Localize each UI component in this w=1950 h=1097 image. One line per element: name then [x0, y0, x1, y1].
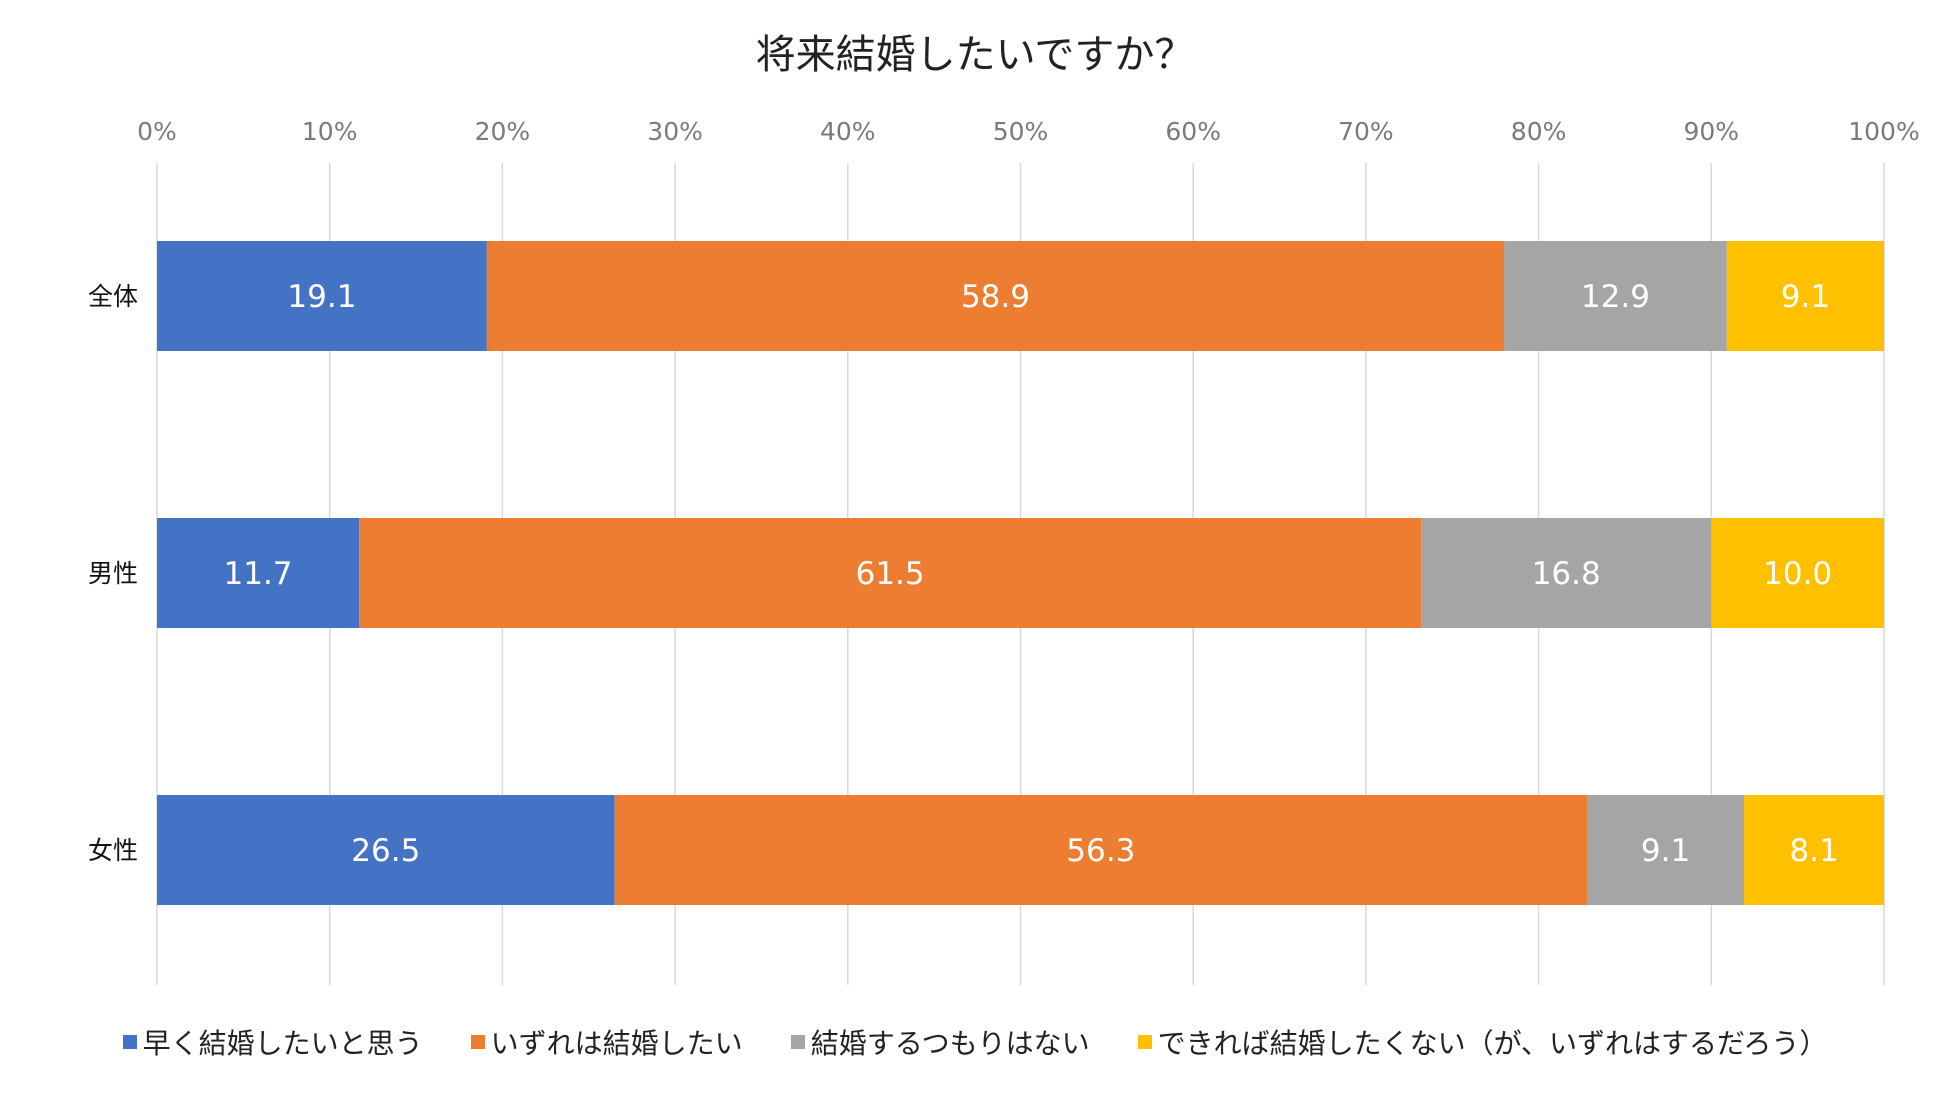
x-tick-label: 40%	[820, 117, 876, 146]
bar-segment	[1711, 518, 1884, 628]
x-tick-label: 100%	[1848, 117, 1919, 146]
bar-segment	[1421, 518, 1712, 628]
x-tick-label: 30%	[647, 117, 703, 146]
x-tick-label: 20%	[475, 117, 531, 146]
bar-segment	[486, 241, 1505, 351]
bar-segment	[157, 518, 360, 628]
bar-segment	[157, 795, 615, 905]
data-label: 12.9	[1581, 279, 1650, 315]
legend-label: 早く結婚したいと思う	[142, 1027, 423, 1060]
data-label: 9.1	[1641, 833, 1690, 869]
data-label: 58.9	[961, 279, 1030, 315]
x-tick-label: 10%	[302, 117, 358, 146]
bars: 19.1 58.9 12.9 9.1 11.7 61.5 16.8 10.0 26.5 56.3 9…	[157, 241, 1884, 905]
data-label: 11.7	[224, 556, 293, 592]
data-label: 16.8	[1532, 556, 1601, 592]
data-label: 10.0	[1763, 556, 1832, 592]
legend-label: 結婚するつもりはない	[810, 1027, 1090, 1060]
category-label: 全体	[88, 282, 138, 311]
bar-segment	[157, 241, 487, 351]
bar-segment	[1504, 241, 1727, 351]
legend-swatch	[470, 1035, 485, 1049]
bar-segment	[614, 795, 1587, 905]
legend-item: 早く結婚したいと思う	[122, 1022, 423, 1062]
category-label: 男性	[88, 559, 138, 588]
data-label: 56.3	[1066, 833, 1135, 869]
bar-segment	[1726, 241, 1884, 351]
category-label: 女性	[88, 836, 138, 865]
legend-item: 結婚するつもりはない	[790, 1022, 1090, 1062]
x-tick-label: 70%	[1338, 117, 1394, 146]
legend-swatch	[1137, 1035, 1152, 1049]
legend: 早く結婚したいと思う いずれは結婚したい 結婚するつもりはない できれば結婚したくない…	[0, 1022, 1950, 1062]
x-tick-label: 60%	[1165, 117, 1221, 146]
data-label: 19.1	[287, 279, 356, 315]
bar-segment	[1586, 795, 1745, 905]
legend-swatch	[790, 1035, 805, 1049]
x-tick-label: 90%	[1684, 117, 1740, 146]
legend-swatch	[122, 1035, 137, 1049]
legend-item: できれば結婚したくない（が、いずれはするだろう）	[1137, 1022, 1828, 1062]
data-label: 26.5	[351, 833, 420, 869]
x-tick-label: 50%	[993, 117, 1049, 146]
x-axis-ticks: 0% 10% 20% 30% 40% 50% 60% 70% 80% 90% 100%	[137, 117, 1920, 146]
legend-label: いずれは結婚したい	[490, 1027, 743, 1060]
x-tick-label: 0%	[137, 117, 177, 146]
data-label: 61.5	[856, 556, 925, 592]
data-label: 8.1	[1789, 833, 1838, 869]
chart-title: 将来結婚したいですか？	[755, 32, 1195, 78]
legend-label: できれば結婚したくない（が、いずれはするだろう）	[1157, 1027, 1828, 1060]
bar-segment	[1744, 795, 1884, 905]
legend-item: いずれは結婚したい	[470, 1022, 743, 1062]
data-label: 9.1	[1781, 279, 1830, 315]
bar-segment	[359, 518, 1422, 628]
x-tick-label: 80%	[1511, 117, 1567, 146]
